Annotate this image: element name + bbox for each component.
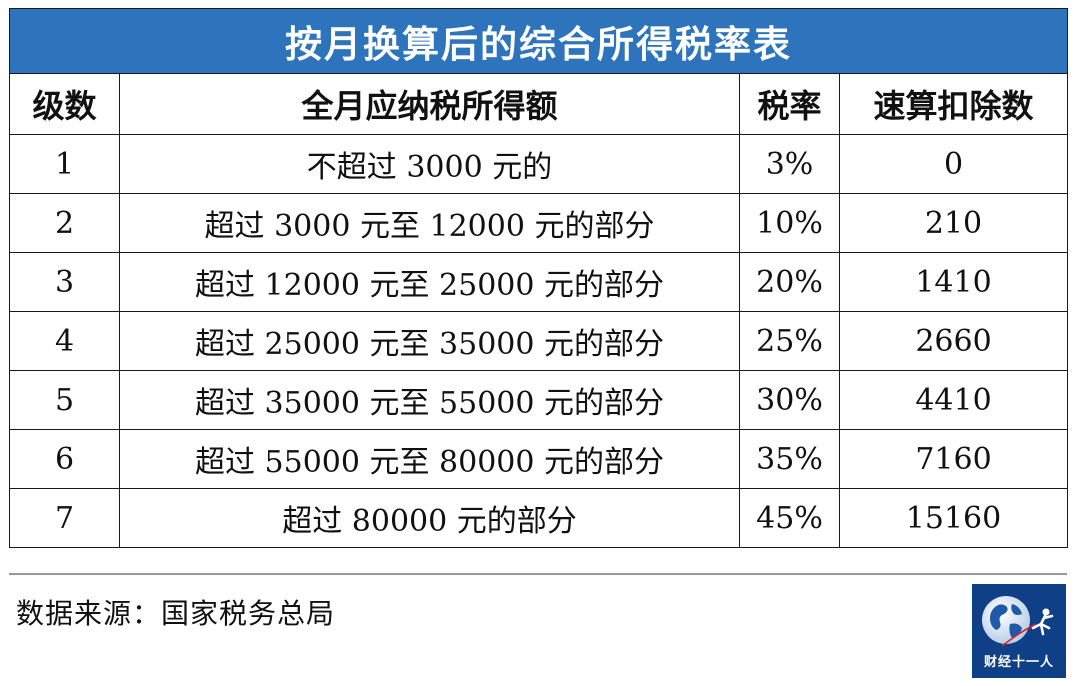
- brand-logo-text: 财经十一人: [983, 655, 1054, 670]
- footer-divider: [9, 573, 1067, 575]
- cell-level: 2: [9, 193, 120, 253]
- brand-logo: 财经十一人: [972, 584, 1066, 678]
- cell-income: 超过 80000 元的部分: [119, 488, 740, 548]
- table-row: 7 超过 80000 元的部分 45% 15160: [9, 488, 1068, 548]
- cell-rate: 25%: [739, 311, 840, 371]
- cell-rate: 45%: [739, 488, 840, 548]
- cell-level: 7: [9, 488, 120, 548]
- table-title: 按月换算后的综合所得税率表: [9, 8, 1068, 74]
- data-source-note: 数据来源：国家税务总局: [16, 597, 336, 630]
- header-level: 级数: [9, 73, 120, 135]
- table-title-row: 按月换算后的综合所得税率表: [9, 8, 1068, 74]
- cell-rate: 30%: [739, 370, 840, 430]
- table-header-row: 级数 全月应纳税所得额 税率 速算扣除数: [9, 73, 1068, 135]
- cell-level: 4: [9, 311, 120, 371]
- table-row: 1 不超过 3000 元的 3% 0: [9, 134, 1068, 194]
- cell-income: 超过 55000 元至 80000 元的部分: [119, 429, 740, 489]
- table-row: 6 超过 55000 元至 80000 元的部分 35% 7160: [9, 429, 1068, 489]
- cell-income: 超过 3000 元至 12000 元的部分: [119, 193, 740, 253]
- cell-deduction: 4410: [839, 370, 1068, 430]
- cell-deduction: 1410: [839, 252, 1068, 312]
- cell-deduction: 2660: [839, 311, 1068, 371]
- cell-income: 超过 12000 元至 25000 元的部分: [119, 252, 740, 312]
- cell-deduction: 15160: [839, 488, 1068, 548]
- cell-level: 5: [9, 370, 120, 430]
- header-deduction: 速算扣除数: [839, 73, 1068, 135]
- cell-income: 超过 35000 元至 55000 元的部分: [119, 370, 740, 430]
- tax-rate-table: 按月换算后的综合所得税率表 级数 全月应纳税所得额 税率 速算扣除数 1 不超过…: [9, 8, 1068, 548]
- table-row: 5 超过 35000 元至 55000 元的部分 30% 4410: [9, 370, 1068, 430]
- cell-income: 不超过 3000 元的: [119, 134, 740, 194]
- globe-runner-icon: [982, 596, 1054, 647]
- cell-deduction: 7160: [839, 429, 1068, 489]
- table-row: 4 超过 25000 元至 35000 元的部分 25% 2660: [9, 311, 1068, 371]
- table-row: 2 超过 3000 元至 12000 元的部分 10% 210: [9, 193, 1068, 253]
- cell-rate: 3%: [739, 134, 840, 194]
- header-rate: 税率: [739, 73, 840, 135]
- header-income: 全月应纳税所得额: [119, 73, 740, 135]
- cell-level: 6: [9, 429, 120, 489]
- cell-level: 3: [9, 252, 120, 312]
- cell-rate: 35%: [739, 429, 840, 489]
- cell-rate: 20%: [739, 252, 840, 312]
- cell-rate: 10%: [739, 193, 840, 253]
- table-row: 3 超过 12000 元至 25000 元的部分 20% 1410: [9, 252, 1068, 312]
- cell-deduction: 0: [839, 134, 1068, 194]
- cell-deduction: 210: [839, 193, 1068, 253]
- cell-level: 1: [9, 134, 120, 194]
- cell-income: 超过 25000 元至 35000 元的部分: [119, 311, 740, 371]
